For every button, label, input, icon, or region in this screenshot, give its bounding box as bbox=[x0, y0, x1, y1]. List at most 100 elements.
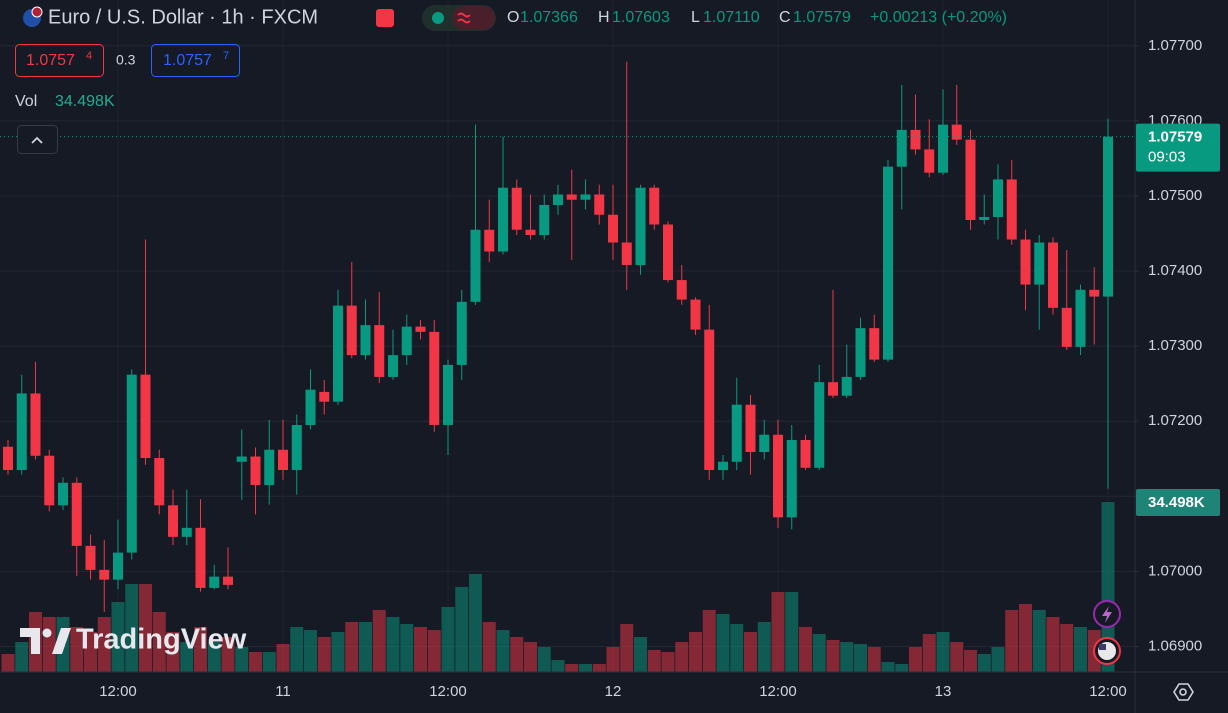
volume-bar bbox=[359, 621, 372, 672]
exchange-icon[interactable] bbox=[376, 9, 394, 27]
y-tick-label: 1.06900 bbox=[1148, 637, 1202, 654]
delay-icon bbox=[457, 12, 471, 24]
candle-body bbox=[1034, 242, 1045, 285]
candle-body bbox=[223, 576, 233, 585]
high-value: 1.07603 bbox=[612, 9, 670, 26]
volume-bar bbox=[647, 649, 661, 672]
candle-body bbox=[621, 242, 632, 266]
candle-body bbox=[429, 331, 440, 425]
volume-bar bbox=[977, 653, 991, 672]
symbol-icon bbox=[23, 6, 43, 27]
volume-bar bbox=[771, 591, 785, 672]
y-tick-label: 1.07000 bbox=[1148, 562, 1202, 579]
candle-body bbox=[924, 149, 935, 173]
candles bbox=[0, 61, 1135, 612]
candle-body bbox=[869, 328, 880, 360]
candle-body bbox=[346, 305, 357, 356]
candle-body bbox=[333, 305, 343, 402]
volume-bar bbox=[744, 631, 757, 672]
logo-mark bbox=[20, 628, 71, 654]
bid-pip: 4 bbox=[86, 50, 92, 62]
axes: 1.077001.076001.075001.074001.073001.072… bbox=[99, 37, 1220, 700]
volume-bar bbox=[881, 661, 895, 672]
x-tick-label: 13 bbox=[935, 683, 952, 700]
volume-bar bbox=[716, 613, 730, 672]
candle-body bbox=[1075, 289, 1086, 347]
volume-bar bbox=[1074, 626, 1087, 672]
settings-icon[interactable] bbox=[1173, 683, 1194, 701]
candle-body bbox=[690, 299, 701, 330]
volume-bar bbox=[689, 631, 702, 672]
candle-body bbox=[883, 166, 893, 360]
buy-button[interactable] bbox=[151, 44, 240, 77]
candle-body bbox=[745, 404, 756, 453]
volume-bar bbox=[427, 629, 441, 672]
candle-body bbox=[1061, 307, 1072, 347]
bid-price: 1.0757 bbox=[26, 52, 75, 69]
volume-bar bbox=[661, 651, 675, 672]
volume-bar bbox=[386, 616, 400, 672]
logo-text: TradingView bbox=[76, 624, 247, 656]
volume-bar bbox=[111, 601, 125, 672]
low-value: 1.07110 bbox=[703, 9, 760, 26]
candle-body bbox=[1103, 136, 1113, 297]
candle-body bbox=[594, 194, 605, 215]
settings-icon-center bbox=[1179, 688, 1187, 696]
candle-body bbox=[360, 325, 371, 356]
volume-bar bbox=[1, 653, 15, 672]
candle-body bbox=[814, 382, 825, 468]
candle-body bbox=[800, 439, 811, 468]
candle-body bbox=[566, 194, 577, 200]
last-price-label: 1.07579 bbox=[1148, 129, 1202, 146]
x-tick-label: 11 bbox=[275, 683, 291, 700]
candle-body bbox=[1020, 239, 1031, 285]
y-tick-label: 1.07500 bbox=[1148, 187, 1202, 204]
ask-pip: 7 bbox=[223, 50, 229, 62]
candle-body bbox=[539, 204, 550, 236]
volume-bar bbox=[152, 611, 166, 672]
candle-body bbox=[154, 458, 165, 506]
candle-body bbox=[910, 129, 921, 150]
candle-body bbox=[828, 382, 838, 396]
volume-bar bbox=[15, 641, 29, 672]
candle-body bbox=[896, 129, 907, 167]
candle-body bbox=[30, 393, 41, 456]
candle-body bbox=[1089, 289, 1100, 297]
candle-body bbox=[773, 434, 783, 518]
candle-body bbox=[663, 224, 673, 281]
x-tick-label: 12:00 bbox=[429, 683, 467, 700]
volume-bar bbox=[840, 641, 854, 672]
candle-body bbox=[676, 280, 687, 300]
volume-bar bbox=[854, 643, 867, 672]
volume-bar bbox=[950, 641, 964, 672]
candle-body bbox=[264, 449, 275, 486]
volume-bar bbox=[139, 583, 152, 672]
candle-body bbox=[181, 527, 192, 537]
countdown-label: 09:03 bbox=[1148, 149, 1186, 166]
x-tick-label: 12:00 bbox=[99, 683, 137, 700]
volume-bar bbox=[634, 636, 647, 672]
close-value: 1.07579 bbox=[793, 9, 851, 26]
volume-bar bbox=[70, 626, 84, 672]
candle-body bbox=[278, 449, 288, 471]
volume-bar bbox=[496, 629, 510, 672]
candle-body bbox=[3, 446, 13, 471]
volume-bar bbox=[372, 609, 386, 672]
candle-body bbox=[635, 187, 646, 266]
sell-button[interactable] bbox=[15, 44, 104, 77]
volume-bar bbox=[304, 629, 317, 672]
open-value: 1.07366 bbox=[520, 9, 578, 26]
candle-body bbox=[291, 424, 302, 471]
volume-bar bbox=[620, 623, 634, 672]
volume-bar bbox=[799, 626, 812, 672]
volume-bar bbox=[249, 651, 262, 672]
candle-body bbox=[731, 404, 742, 462]
x-tick-label: 12 bbox=[605, 683, 622, 700]
candle-body bbox=[126, 374, 137, 553]
volume-bar bbox=[964, 649, 977, 672]
volume-title: Vol bbox=[15, 93, 37, 110]
volume-bar bbox=[936, 631, 950, 672]
candle-body bbox=[484, 229, 495, 252]
ask-price: 1.0757 bbox=[163, 52, 212, 69]
